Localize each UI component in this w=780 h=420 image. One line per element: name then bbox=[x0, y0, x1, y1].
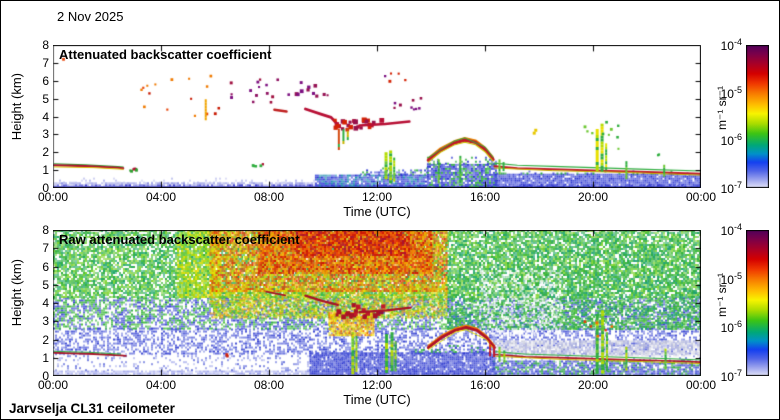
y-tick-label: 5 bbox=[42, 91, 49, 106]
y-tick-label: 0 bbox=[42, 181, 49, 195]
bottom-heatmap-panel bbox=[53, 230, 701, 376]
date-label: 2 Nov 2025 bbox=[57, 9, 124, 24]
x-tick-label: 08:00 bbox=[253, 378, 285, 392]
bottom-xaxis-label: Time (UTC) bbox=[343, 392, 411, 407]
y-tick-label: 8 bbox=[42, 38, 49, 52]
colorbar-tick-label: 10-6 bbox=[720, 319, 742, 336]
top-panel-title: Attenuated backscatter coefficient bbox=[59, 47, 272, 62]
y-tick-label: 0 bbox=[42, 369, 49, 383]
colorbar-tick-label: 10-7 bbox=[720, 368, 742, 384]
x-tick-label: 08:00 bbox=[253, 190, 285, 204]
y-tick-label: 2 bbox=[42, 332, 49, 347]
x-tick-label: 00:00 bbox=[685, 190, 717, 204]
x-tick-label: 16:00 bbox=[469, 190, 501, 204]
colorbar-tick-label: 10-5 bbox=[720, 84, 742, 101]
y-tick-label: 3 bbox=[42, 314, 49, 329]
x-tick-label: 12:00 bbox=[361, 190, 393, 204]
colorbar-tick-label: 10-4 bbox=[720, 222, 742, 238]
x-tick-label: 12:00 bbox=[361, 378, 393, 392]
x-tick-label: 20:00 bbox=[577, 190, 609, 204]
y-tick-label: 1 bbox=[42, 163, 49, 178]
x-tick-label: 20:00 bbox=[577, 378, 609, 392]
y-tick-label: 8 bbox=[42, 223, 49, 237]
y-tick-label: 6 bbox=[42, 259, 49, 274]
bottom-panel-title: Raw attenuated backscatter coefficient bbox=[59, 232, 300, 247]
y-tick-label: 1 bbox=[42, 350, 49, 365]
colorbar-tick-label: 10-4 bbox=[720, 37, 742, 53]
colorbar-tick-label: 10-5 bbox=[720, 270, 742, 287]
x-tick-label: 04:00 bbox=[145, 190, 177, 204]
x-tick-label: 00:00 bbox=[37, 190, 69, 204]
bottom-colorbar bbox=[746, 230, 769, 376]
y-tick-label: 5 bbox=[42, 277, 49, 292]
x-tick-label: 00:00 bbox=[37, 378, 69, 392]
y-tick-label: 3 bbox=[42, 127, 49, 142]
x-tick-label: 00:00 bbox=[685, 378, 717, 392]
y-tick-label: 4 bbox=[42, 109, 49, 124]
y-tick-label: 7 bbox=[42, 241, 49, 256]
top-yaxis-label: Height (km) bbox=[9, 73, 24, 141]
x-tick-label: 04:00 bbox=[145, 378, 177, 392]
top-xaxis-label: Time (UTC) bbox=[343, 204, 411, 219]
top-heatmap-panel bbox=[53, 45, 701, 188]
y-tick-label: 2 bbox=[42, 145, 49, 160]
top-colorbar bbox=[746, 45, 769, 188]
y-tick-label: 7 bbox=[42, 55, 49, 70]
colorbar-tick-label: 10-7 bbox=[720, 180, 742, 196]
x-tick-label: 16:00 bbox=[469, 378, 501, 392]
y-tick-label: 6 bbox=[42, 73, 49, 88]
y-tick-label: 4 bbox=[42, 296, 49, 310]
station-label: Jarvselja CL31 ceilometer bbox=[9, 401, 175, 416]
bottom-yaxis-label: Height (km) bbox=[9, 259, 24, 327]
colorbar-tick-label: 10-6 bbox=[720, 132, 742, 149]
